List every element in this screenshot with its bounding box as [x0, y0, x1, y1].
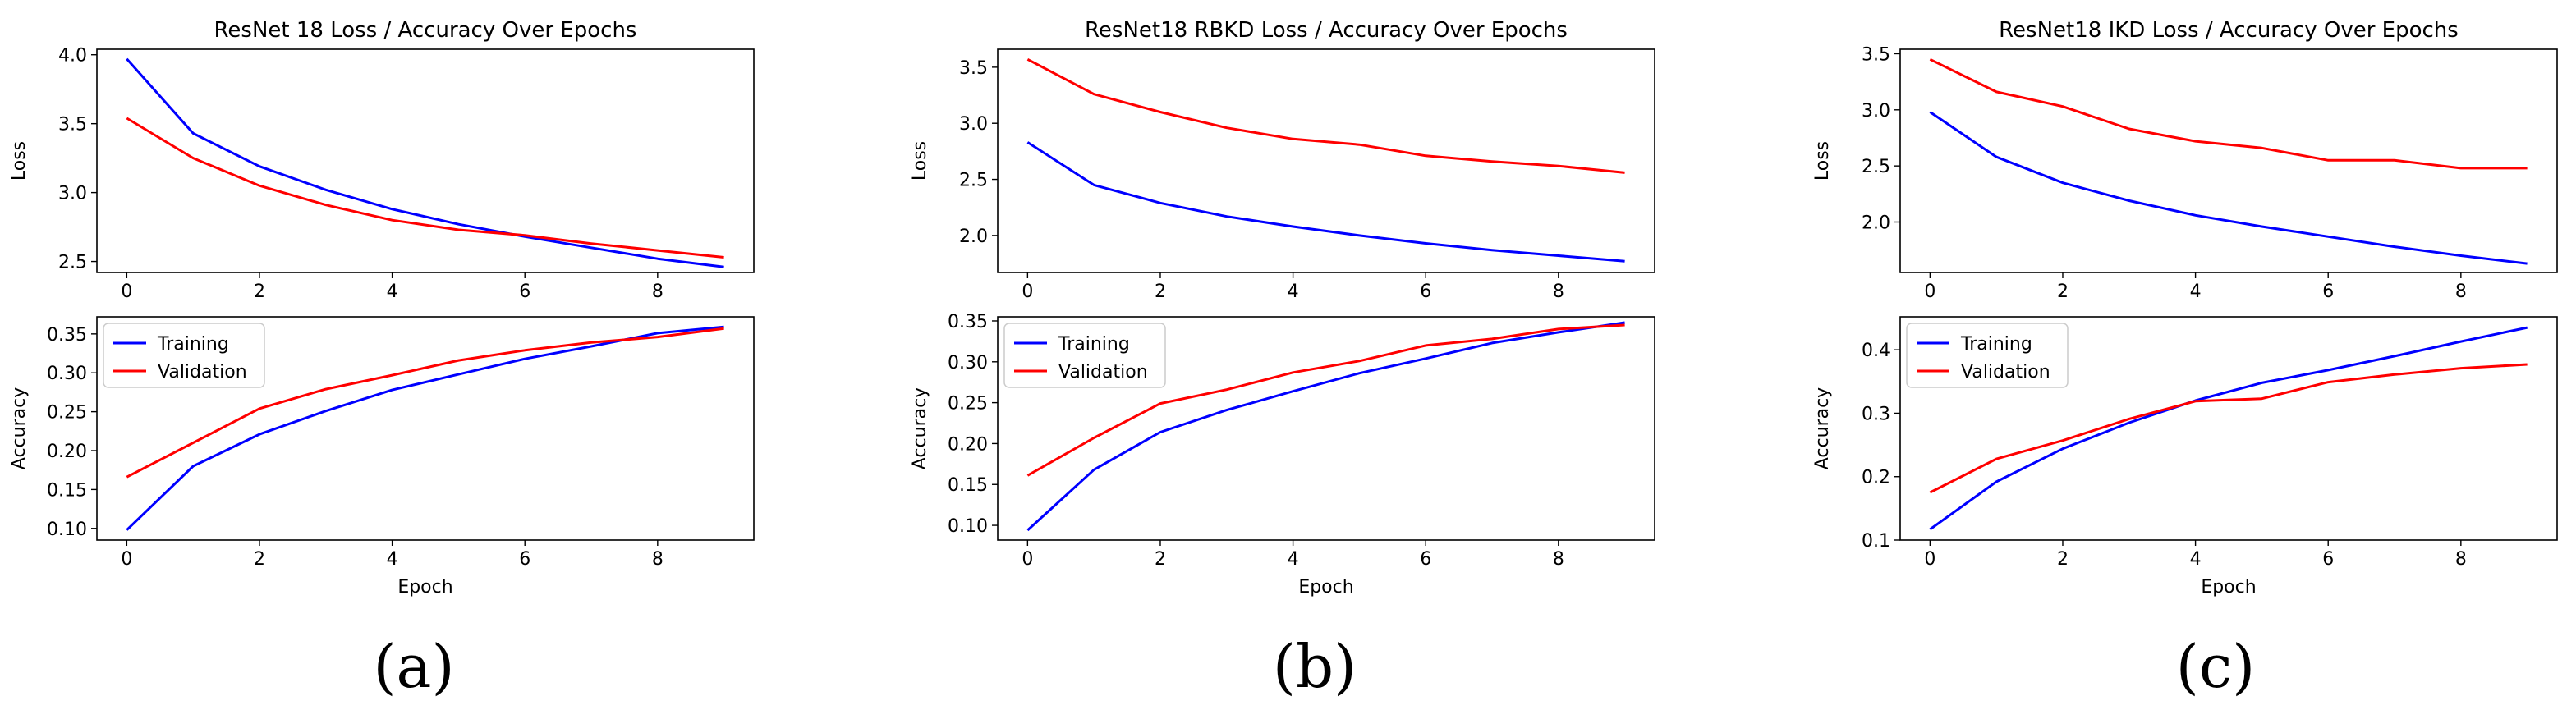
chart3-accuracy-ytick-label: 0.1 — [1862, 531, 1890, 552]
chart2-loss-ytick-label: 3.0 — [959, 114, 988, 135]
chart2-accuracy-xtick-label: 2 — [1155, 549, 1166, 570]
chart2-accuracy-xlabel: Epoch — [1298, 577, 1353, 598]
chart3-loss-xtick-label: 8 — [2455, 282, 2467, 302]
chart3-accuracy-legend-label-validation: Validation — [1961, 362, 2050, 382]
chart1-accuracy-legend-label-validation: Validation — [158, 362, 247, 382]
chart2-accuracy-legend-label-validation: Validation — [1058, 362, 1148, 382]
chart1-accuracy-xlabel: Epoch — [397, 577, 452, 598]
chart1-loss-ytick-label: 3.5 — [58, 115, 87, 135]
chart1-loss-axes-frame — [96, 48, 755, 273]
chart3-accuracy-xtick-label: 2 — [2057, 549, 2069, 570]
chart1-loss-xtick-label: 0 — [121, 282, 132, 302]
chart3-accuracy-ylabel: Accuracy — [1812, 387, 1833, 469]
chart2-accuracy-legend-label-training: Training — [1058, 334, 1130, 355]
chart1-accuracy-ytick-label: 0.20 — [47, 442, 87, 462]
chart1-accuracy-ytick-label: 0.25 — [47, 403, 87, 424]
chart1-loss-ytick-label: 2.5 — [58, 253, 87, 273]
chart1-loss-ytick-label: 4.0 — [58, 46, 87, 66]
chart3-loss-series-training — [1929, 111, 2528, 265]
chart2-accuracy-ylabel: Accuracy — [910, 387, 930, 469]
chart3-loss-ytick-label: 2.5 — [1862, 157, 1890, 177]
chart3-loss-xtick-label: 6 — [2322, 282, 2334, 302]
chart1-accuracy-xtick-label: 8 — [652, 549, 664, 570]
chart2-loss-ytick-label: 3.5 — [959, 58, 988, 79]
chart2-loss-series-validation — [1026, 57, 1625, 174]
chart3-accuracy-xtick-label: 0 — [1924, 549, 1935, 570]
chart3-accuracy-xtick-label: 4 — [2190, 549, 2202, 570]
chart1-accuracy-xtick-label: 2 — [254, 549, 265, 570]
chart2-loss-ylabel: Loss — [910, 141, 930, 181]
chart3-loss-xtick-label: 2 — [2057, 282, 2069, 302]
chart1-accuracy-ytick-label: 0.35 — [47, 325, 87, 346]
chart3-accuracy-xtick-label: 6 — [2322, 549, 2334, 570]
chart1-accuracy-axes-frame — [96, 316, 755, 541]
chart2-loss-xtick-label: 8 — [1553, 282, 1564, 302]
chart2-accuracy-series-validation — [1026, 323, 1625, 477]
chart2-accuracy-series-training — [1026, 321, 1625, 532]
chart2-loss-xtick-label: 0 — [1022, 282, 1033, 302]
chart3-accuracy-legend-label-training: Training — [1960, 334, 2032, 355]
chart2-loss-axes-frame — [997, 48, 1655, 273]
chart1-loss-xtick-label: 2 — [254, 282, 265, 302]
chart2-loss-series-training — [1026, 141, 1625, 263]
chart2-accuracy-axes-frame — [997, 316, 1655, 541]
chart3-loss-axes-frame — [1899, 48, 2558, 273]
chart1-loss-ylabel: Loss — [9, 141, 30, 181]
chart3-accuracy-series-training — [1929, 326, 2528, 531]
chart3-accuracy-ytick-label: 0.4 — [1862, 341, 1890, 361]
chart2-accuracy-xtick-label: 8 — [1553, 549, 1564, 570]
chart2-loss-xtick-label: 2 — [1155, 282, 1166, 302]
chart2-accuracy-xtick-label: 6 — [1420, 549, 1431, 570]
chart2-accuracy-ytick-label: 0.15 — [948, 475, 988, 496]
chart3-accuracy-ytick-label: 0.2 — [1862, 468, 1890, 488]
chart2-accuracy-xtick-label: 4 — [1288, 549, 1299, 570]
chart1-accuracy-xtick-label: 6 — [519, 549, 530, 570]
chart2-accuracy-ytick-label: 0.20 — [948, 434, 988, 455]
chart3-loss-ytick-label: 2.0 — [1862, 213, 1890, 233]
panel-label-a: (a) — [373, 632, 455, 701]
chart3-accuracy-axes-frame — [1899, 316, 2558, 541]
chart1-title: ResNet 18 Loss / Accuracy Over Epochs — [214, 18, 637, 43]
chart3-loss-series-validation — [1929, 57, 2528, 170]
chart3-title: ResNet18 IKD Loss / Accuracy Over Epochs — [1999, 18, 2459, 43]
chart1-loss-series-training — [126, 57, 724, 268]
chart1-loss-xtick-label: 8 — [652, 282, 664, 302]
chart3-loss-ylabel: Loss — [1812, 141, 1833, 181]
chart1-accuracy-series-validation — [126, 327, 724, 479]
chart2-accuracy-ytick-label: 0.35 — [948, 312, 988, 332]
chart3-loss-xtick-label: 0 — [1924, 282, 1935, 302]
chart1-accuracy-ytick-label: 0.10 — [47, 520, 87, 540]
chart1-loss-ytick-label: 3.0 — [58, 184, 87, 204]
chart3-accuracy-series-validation — [1929, 363, 2528, 494]
chart1-loss-xtick-label: 6 — [519, 282, 530, 302]
chart2-accuracy-ytick-label: 0.25 — [948, 394, 988, 414]
chart1-loss-series-validation — [126, 117, 724, 259]
chart2-loss-xtick-label: 4 — [1288, 282, 1299, 302]
chart3-accuracy-xlabel: Epoch — [2201, 577, 2256, 598]
chart2-accuracy-xtick-label: 0 — [1022, 549, 1033, 570]
chart1-accuracy-xtick-label: 4 — [387, 549, 398, 570]
chart2-loss-xtick-label: 6 — [1420, 282, 1431, 302]
chart1-loss-xtick-label: 4 — [387, 282, 398, 302]
chart2-title: ResNet18 RBKD Loss / Accuracy Over Epoch… — [1085, 18, 1568, 43]
chart1-accuracy-ytick-label: 0.15 — [47, 480, 87, 501]
panel-label-b: (b) — [1272, 632, 1357, 701]
chart3-loss-ytick-label: 3.5 — [1862, 44, 1890, 65]
chart3-loss-xtick-label: 4 — [2190, 282, 2202, 302]
chart1-accuracy-legend-label-training: Training — [157, 334, 229, 355]
chart3-loss-ytick-label: 3.0 — [1862, 101, 1890, 121]
chart1-accuracy-xtick-label: 0 — [121, 549, 132, 570]
panel-label-c: (c) — [2175, 632, 2256, 701]
chart1-accuracy-ylabel: Accuracy — [9, 387, 30, 469]
chart2-loss-ytick-label: 2.5 — [959, 171, 988, 191]
chart3-accuracy-ytick-label: 0.3 — [1862, 404, 1890, 424]
chart2-accuracy-ytick-label: 0.30 — [948, 353, 988, 373]
chart1-accuracy-ytick-label: 0.30 — [47, 364, 87, 384]
chart3-accuracy-xtick-label: 8 — [2455, 549, 2467, 570]
chart2-accuracy-ytick-label: 0.10 — [948, 516, 988, 537]
chart2-loss-ytick-label: 2.0 — [959, 227, 988, 247]
